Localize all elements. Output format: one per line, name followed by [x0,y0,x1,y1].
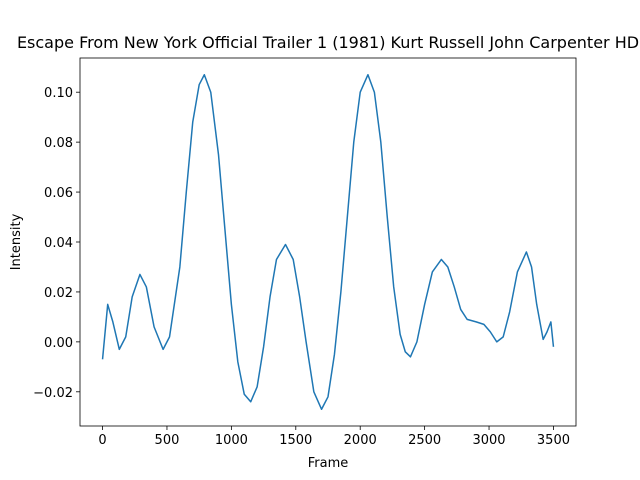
chart-title: Escape From New York Official Trailer 1 … [17,33,639,52]
y-tick-label: 0.02 [44,286,73,301]
plot-frame [79,57,577,427]
y-tick-label: 0.00 [44,336,73,351]
x-tick-label: 3000 [472,433,505,448]
y-tick-label: 0.04 [44,236,73,251]
y-tick-label: 0.10 [44,86,73,101]
line-series [101,73,555,411]
y-tick-label: 0.08 [44,136,73,151]
y-axis-label: Intensity [9,213,24,270]
x-tick-label: 1500 [279,433,312,448]
y-tick-label: 0.06 [44,186,73,201]
x-tick-label: 2500 [408,433,441,448]
x-tick-label: 1000 [215,433,248,448]
x-axis-label: Frame [308,456,349,471]
x-tick-label: 3500 [537,433,570,448]
x-tick-label: 0 [98,433,106,448]
x-tick-label: 500 [155,433,180,448]
y-tick-label: −0.02 [33,386,73,401]
x-tick-label: 2000 [344,433,377,448]
